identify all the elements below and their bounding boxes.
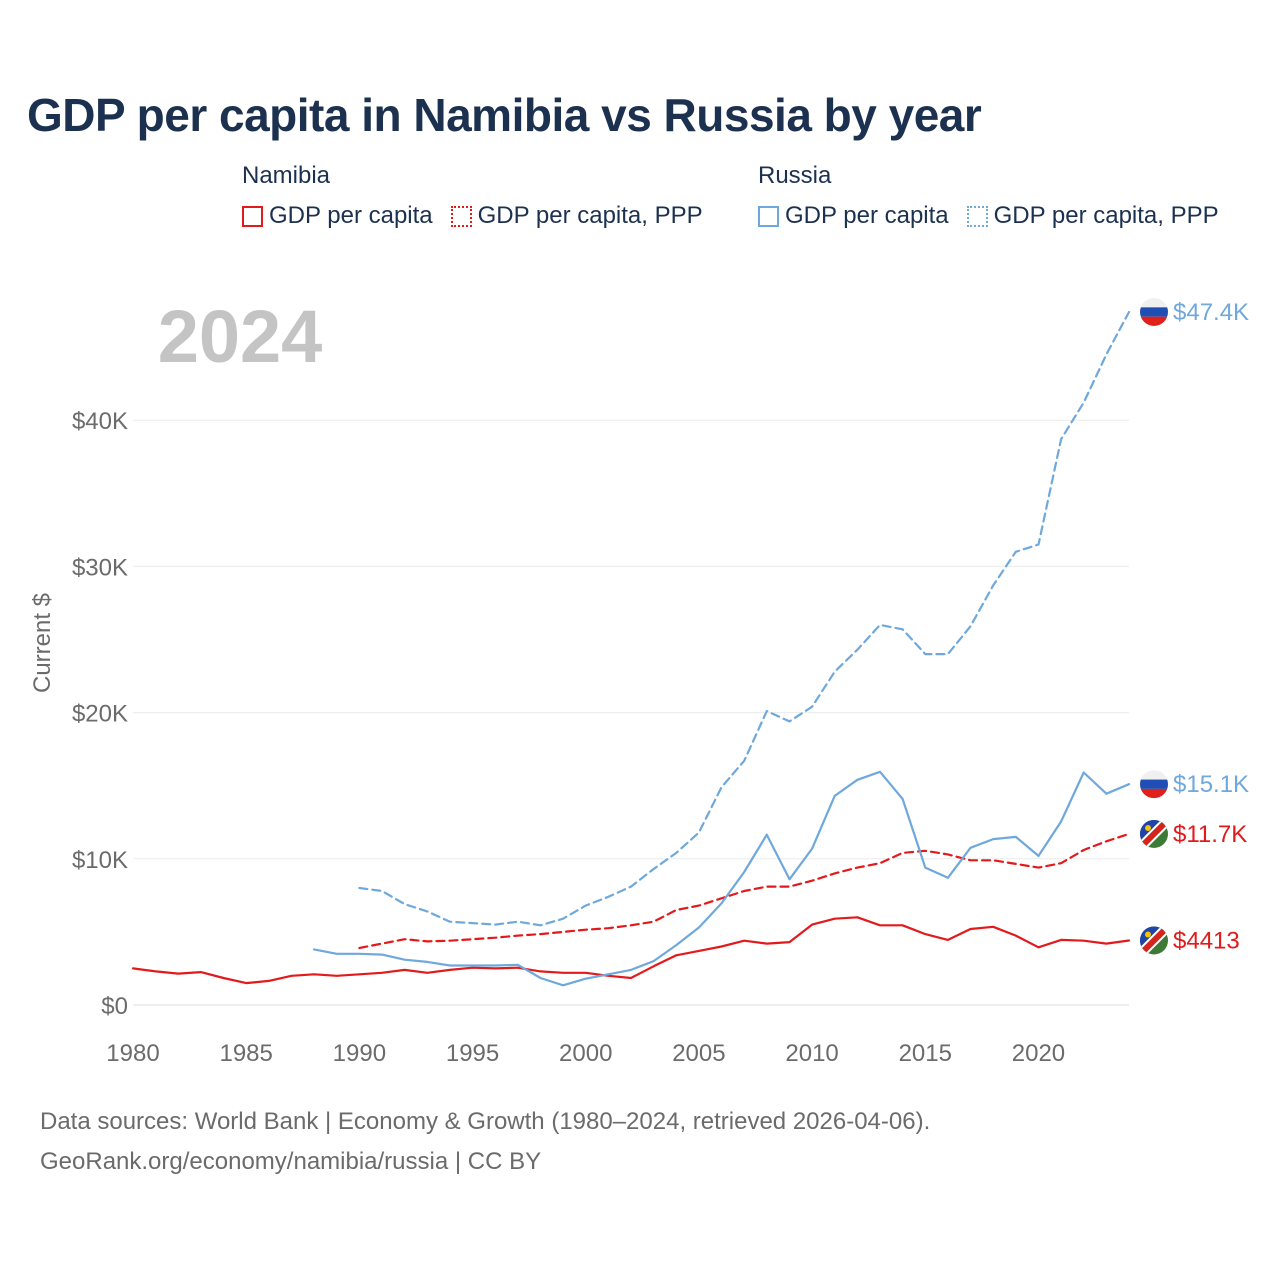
line-chart: $0 $10K $20K $30K $40K 1980 1985 1990 1995 2000 20… — [29, 295, 1249, 1067]
legend-swatch-dotted — [450, 205, 472, 227]
series-line-namibia-gdp-per-capita[interactable] — [131, 916, 1131, 985]
x-tick-label: 2000 — [559, 1040, 612, 1067]
series-line-namibia-gdp-per-capita-ppp[interactable] — [358, 832, 1131, 950]
x-tick-label: 1990 — [333, 1040, 386, 1067]
namibia-flag-icon — [1140, 819, 1168, 848]
x-tick-label: 2020 — [1012, 1040, 1065, 1067]
legend-label: GDP per capita, PPP — [993, 202, 1219, 229]
russia-flag-icon — [1140, 298, 1168, 326]
y-tick-label: $40K — [72, 408, 128, 435]
legend-swatch-dotted — [966, 205, 988, 227]
y-tick-label: $30K — [72, 554, 128, 581]
x-tick-label: 1985 — [219, 1040, 272, 1067]
legend-group-label: Namibia — [242, 162, 331, 189]
legend-item-namibia-gdp-ppp[interactable]: GDP per capita, PPP — [450, 202, 703, 230]
legend-group-namibia: Namibia GDP per capita GDP per capita, P… — [242, 162, 703, 230]
y-tick-label: $10K — [72, 847, 128, 874]
legend-label: GDP per capita, PPP — [477, 202, 703, 229]
series-line-russia-gdp-per-capita-ppp[interactable] — [358, 310, 1131, 927]
end-value-label: $47.4K — [1173, 299, 1249, 326]
x-tick-label: 2010 — [785, 1040, 838, 1067]
legend-item-russia-gdp[interactable]: GDP per capita — [758, 202, 949, 230]
footer-credit[interactable]: GeoRank.org/economy/namibia/russia | CC … — [40, 1148, 542, 1175]
end-value-label: $15.1K — [1173, 771, 1249, 798]
legend-group-label: Russia — [758, 162, 832, 189]
footer-sources: Data sources: World Bank | Economy & Gro… — [40, 1108, 931, 1135]
legend-label: GDP per capita — [785, 202, 949, 229]
legend-group-russia: Russia GDP per capita GDP per capita, PP… — [758, 162, 1219, 230]
end-value-label: $11.7K — [1173, 821, 1247, 848]
year-watermark: 2024 — [158, 295, 323, 378]
legend-swatch-solid — [758, 205, 779, 227]
x-tick-label: 2015 — [899, 1040, 952, 1067]
y-tick-label: $20K — [72, 701, 128, 728]
chart-title: GDP per capita in Namibia vs Russia by y… — [27, 89, 982, 141]
namibia-flag-icon — [1140, 926, 1168, 955]
end-value-label: $4413 — [1173, 927, 1240, 954]
x-tick-label: 1995 — [446, 1040, 499, 1067]
x-tick-label: 1980 — [106, 1040, 159, 1067]
series-line-russia-gdp-per-capita[interactable] — [313, 770, 1131, 987]
x-tick-label: 2005 — [672, 1040, 725, 1067]
legend-item-namibia-gdp[interactable]: GDP per capita — [242, 202, 433, 230]
legend-label: GDP per capita — [269, 202, 433, 229]
y-axis-title: Current $ — [29, 593, 56, 693]
legend-item-russia-gdp-ppp[interactable]: GDP per capita, PPP — [966, 202, 1219, 230]
legend-swatch-solid — [242, 205, 263, 227]
russia-flag-icon — [1140, 770, 1168, 799]
y-tick-label: $0 — [101, 993, 128, 1020]
